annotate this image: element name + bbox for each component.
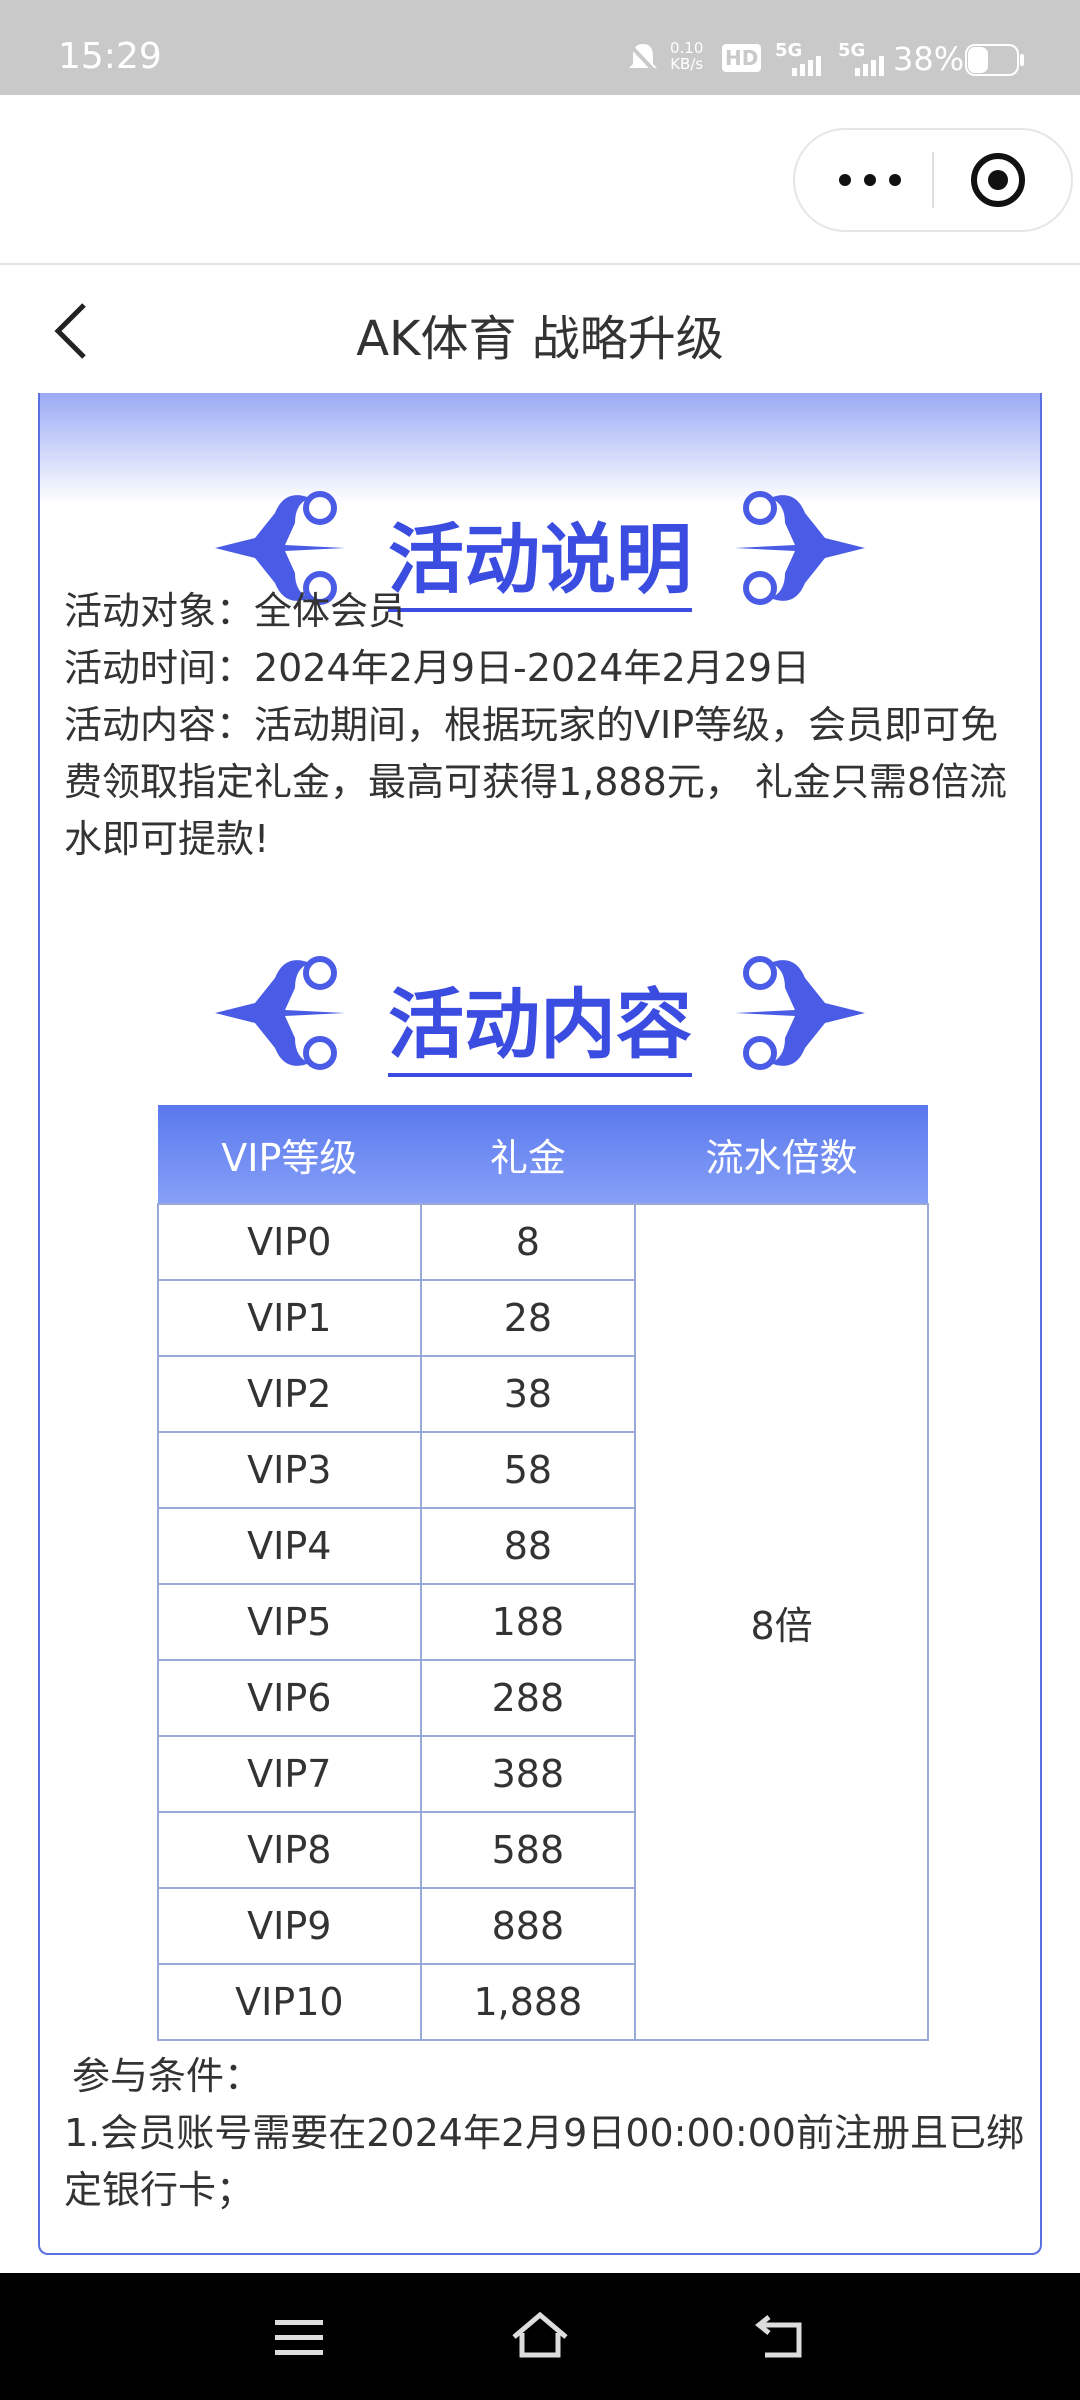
description-line: 活动内容：活动期间，根据玩家的VIP等级，会员即可免费领取指定礼金，最高可获得1… xyxy=(64,703,1008,861)
table-row: VIP2 38 xyxy=(157,1355,928,1433)
vip-table: VIP等级 礼金 流水倍数 VIP0 8 8倍 VIP1 28 VIP2 38 VIP3 58 VIP4… xyxy=(157,1105,929,2041)
vip-level: VIP6 xyxy=(157,1659,422,1737)
conditions-title: 参与条件： xyxy=(72,2054,263,2098)
time: 15:29 xyxy=(58,36,162,77)
gift-amount: 38 xyxy=(419,1355,637,1433)
close-button[interactable] xyxy=(970,152,1026,208)
gift-amount: 28 xyxy=(419,1279,637,1357)
table-row: VIP1 28 xyxy=(157,1279,928,1357)
vip-level: VIP8 xyxy=(157,1811,422,1889)
nav-bar: AK体育 战略升级 xyxy=(0,265,1080,393)
home-button[interactable] xyxy=(510,2311,570,2361)
mute-icon xyxy=(627,42,659,76)
vip-level: VIP1 xyxy=(157,1279,422,1357)
vip-level: VIP2 xyxy=(157,1355,422,1433)
description-line: 活动对象：全体会员 xyxy=(64,589,407,633)
vip-level: VIP3 xyxy=(157,1431,422,1509)
table-row: VIP3 58 xyxy=(157,1431,928,1509)
section-heading: 活动说明 xyxy=(40,498,1040,612)
back-nav-button[interactable] xyxy=(755,2313,805,2359)
gift-amount: 888 xyxy=(419,1887,637,1965)
condition-item: 1.会员账号需要在2024年2月9日00:00:00前注册且已绑定银行卡； xyxy=(64,2111,1024,2212)
battery-icon xyxy=(965,44,1024,76)
more-button[interactable] xyxy=(835,165,905,195)
gift-amount: 88 xyxy=(419,1507,637,1585)
gift-amount: 58 xyxy=(419,1431,637,1509)
table-row: VIP4 88 xyxy=(157,1507,928,1585)
system-nav xyxy=(0,2273,1080,2400)
table-row: VIP0 8 8倍 xyxy=(157,1203,929,2041)
network: 5G xyxy=(775,40,803,61)
table-header: 礼金 xyxy=(420,1105,636,1204)
table-row: VIP10 1,888 xyxy=(157,1963,928,2041)
description-line: 活动时间：2024年2月9日-2024年2月29日 xyxy=(64,646,811,690)
speed: 0.10 xyxy=(670,39,704,57)
vip-level: VIP9 xyxy=(157,1887,422,1965)
status-bar: 15:29 0.10 KB/s HD 5G 5G 38% xyxy=(0,0,1080,95)
network: 5G xyxy=(838,40,866,61)
table-row: VIP5 188 xyxy=(157,1583,928,1661)
table-row: VIP9 888 xyxy=(157,1887,928,1965)
vip-level: VIP4 xyxy=(157,1507,422,1585)
gift-amount: 388 xyxy=(419,1735,637,1813)
gift-amount: 8 xyxy=(419,1203,637,1281)
menu-button[interactable] xyxy=(275,2318,325,2358)
table-header: VIP等级 xyxy=(158,1105,421,1204)
hd-icon: HD xyxy=(722,44,762,72)
vip-level: VIP0 xyxy=(157,1203,422,1281)
back-button[interactable] xyxy=(50,301,90,361)
page-title: AK体育 战略升级 xyxy=(356,311,724,367)
table-header: 流水倍数 xyxy=(635,1105,928,1204)
vip-level: VIP5 xyxy=(157,1583,422,1661)
table-row: VIP8 588 xyxy=(157,1811,928,1889)
vip-level: VIP10 xyxy=(157,1963,422,2041)
table-row: VIP7 388 xyxy=(157,1735,928,1813)
vip-level: VIP7 xyxy=(157,1735,422,1813)
gift-amount: 1,888 xyxy=(419,1963,637,2041)
gift-amount: 288 xyxy=(419,1659,637,1737)
gift-amount: 188 xyxy=(419,1583,637,1661)
battery-level: 38% xyxy=(893,40,965,78)
multiplier: 8倍 xyxy=(634,1203,929,2041)
mini-program-header xyxy=(0,95,1080,265)
signal xyxy=(855,56,884,76)
capsule xyxy=(793,128,1073,232)
gift-amount: 588 xyxy=(419,1811,637,1889)
section-heading: 活动内容 xyxy=(40,963,1040,1077)
signal xyxy=(792,56,821,76)
content-card: 活动说明 活动内容 VIP等级 礼金 流水倍数 VIP0 8 8倍 VIP1 28 VIP2 38… xyxy=(38,393,1042,2255)
table-row: VIP6 288 xyxy=(157,1659,928,1737)
speed-unit: KB/s xyxy=(670,55,704,73)
